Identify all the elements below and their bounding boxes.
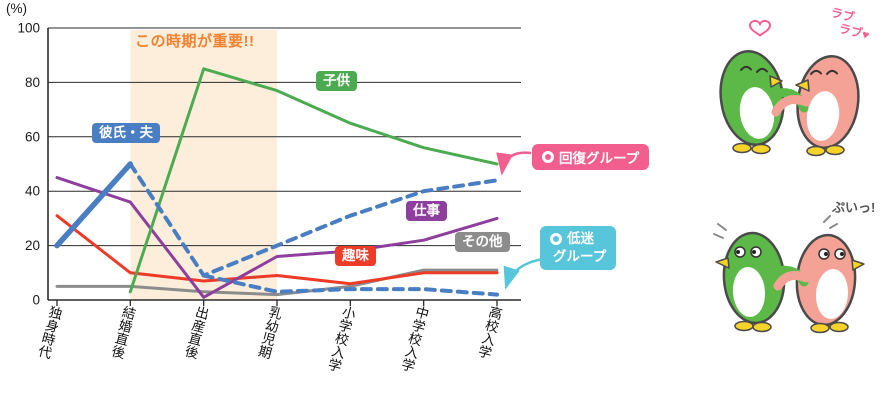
series-line-その他 xyxy=(55,268,499,297)
series-label-husband: 彼氏・夫 xyxy=(92,123,160,144)
recovery-group-callout: 回復グループ xyxy=(532,144,650,170)
y-tick-label: 100 xyxy=(17,21,40,36)
x-axis-label: 独身時代 xyxy=(37,304,65,361)
penguin-couple-annoyed: ぷいっ! xyxy=(713,200,875,334)
series-line-子供 xyxy=(128,67,499,294)
ring-icon xyxy=(542,151,554,163)
series-label-work: 仕事 xyxy=(406,201,447,222)
x-axis-label: 乳幼児期 xyxy=(257,304,284,361)
series-line-彼氏・夫（回復グループ） xyxy=(128,162,499,278)
penguin-illustration: ラブ ラブ♥ xyxy=(713,4,875,334)
x-axis-label: 中学校入学 xyxy=(400,304,431,374)
series-line-彼氏・夫（低迷グループ） xyxy=(201,273,499,297)
x-axis-label: 結婚直後 xyxy=(110,304,138,361)
slump-group-label-top: 低迷 xyxy=(567,231,594,246)
y-tick-label: 60 xyxy=(25,129,40,144)
ring-icon xyxy=(550,233,562,246)
fluster-marks-left xyxy=(713,223,727,239)
slump-group-callout: 低迷 グループ xyxy=(540,226,617,271)
green-penguin xyxy=(719,50,785,155)
pui-text: ぷいっ! xyxy=(831,200,875,215)
pink-penguin-annoyed xyxy=(795,233,865,334)
x-axis-label: 高校入学 xyxy=(477,303,505,361)
pink-wing-annoyed xyxy=(773,270,811,291)
love-text-2: ラブ♥ xyxy=(837,20,871,42)
y-tick-label: 80 xyxy=(25,75,40,90)
recovery-group-label: 回復グループ xyxy=(559,151,640,166)
series-line-仕事 xyxy=(55,176,499,299)
pink-wing xyxy=(771,95,811,117)
slump-group-label-bottom: グループ xyxy=(553,249,607,265)
highlight-note: この時期が重要!! xyxy=(135,33,255,50)
pink-penguin xyxy=(795,55,860,157)
series-label-hobby: 趣味 xyxy=(335,246,376,267)
series-line-彼氏・夫 xyxy=(54,161,134,249)
penguin-couple-love: ラブ ラブ♥ xyxy=(719,4,871,157)
y-axis-unit: (%) xyxy=(6,1,27,16)
series-line-趣味 xyxy=(55,214,499,286)
love-text-1: ラブ xyxy=(829,4,856,24)
series-label-children: 子供 xyxy=(316,71,357,92)
y-tick-label: 20 xyxy=(25,238,40,253)
line-chart: 0 20 40 60 80 100 (%) 独身時代 結婚直後 出産直後 乳幼児期 小学校入学 中学校入… xyxy=(6,1,521,374)
x-axis-label: 出産直後 xyxy=(183,304,211,361)
green-penguin-annoyed xyxy=(715,231,786,333)
heart-icon xyxy=(748,19,772,37)
y-tick-label: 0 xyxy=(32,293,40,308)
x-axis-label: 小学校入学 xyxy=(326,304,357,374)
fluster-marks-right xyxy=(823,215,838,229)
y-tick-label: 40 xyxy=(25,184,40,199)
series-label-other: その他 xyxy=(455,232,510,253)
